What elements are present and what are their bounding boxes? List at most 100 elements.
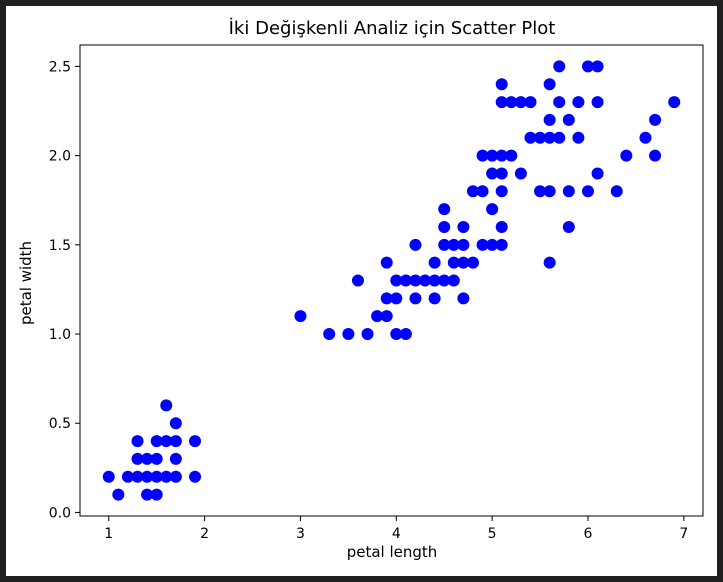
scatter-point xyxy=(160,470,173,483)
scatter-point xyxy=(591,96,604,109)
scatter-point xyxy=(495,167,508,180)
y-axis-ticks: 0.0 0.5 1.0 1.5 2.0 2.5 xyxy=(49,59,80,521)
scatter-point xyxy=(514,167,527,180)
scatter-point xyxy=(495,149,508,162)
scatter-point xyxy=(591,167,604,180)
scatter-point xyxy=(294,310,307,323)
scatter-point xyxy=(534,131,547,144)
scatter-point xyxy=(581,60,594,73)
scatter-point xyxy=(428,292,441,305)
scatter-point xyxy=(505,149,518,162)
scatter-point xyxy=(543,78,556,91)
x-tick-label: 6 xyxy=(584,526,593,542)
scatter-point xyxy=(514,96,527,109)
scatter-point xyxy=(160,435,173,448)
y-tick-label: 1.5 xyxy=(49,238,71,254)
scatter-point xyxy=(562,185,575,198)
scatter-point xyxy=(495,220,508,233)
scatter-point xyxy=(534,185,547,198)
scatter-point xyxy=(495,238,508,251)
scatter-point xyxy=(486,238,499,251)
scatter-point xyxy=(649,149,662,162)
scatter-point xyxy=(112,488,125,501)
plot-area-frame xyxy=(79,44,704,517)
scatter-point xyxy=(572,131,585,144)
x-tick-label: 7 xyxy=(679,526,688,542)
scatter-point xyxy=(457,256,470,269)
scatter-point xyxy=(543,131,556,144)
scatter-point xyxy=(495,78,508,91)
scatter-point xyxy=(476,238,489,251)
scatter-point xyxy=(409,274,422,287)
figure-canvas: İki Değişkenli Analiz için Scatter Plot … xyxy=(6,6,717,576)
x-tick-label: 5 xyxy=(488,526,497,542)
scatter-point xyxy=(189,470,202,483)
scatter-point xyxy=(390,292,403,305)
scatter-point xyxy=(553,60,566,73)
x-axis-label: petal length xyxy=(347,543,438,561)
scatter-point xyxy=(131,452,144,465)
scatter-point xyxy=(419,274,432,287)
scatter-point xyxy=(380,256,393,269)
y-tick-label: 2.5 xyxy=(49,59,71,75)
scatter-point xyxy=(169,435,182,448)
x-axis-ticks: 1 2 3 4 5 6 7 xyxy=(104,516,688,542)
scatter-point xyxy=(457,238,470,251)
scatter-point xyxy=(610,185,623,198)
scatter-point xyxy=(476,185,489,198)
scatter-point xyxy=(169,417,182,430)
scatter-point xyxy=(466,256,479,269)
scatter-point xyxy=(572,96,585,109)
scatter-point xyxy=(486,203,499,216)
scatter-point xyxy=(524,96,537,109)
x-tick-label: 1 xyxy=(104,526,113,542)
scatter-point xyxy=(323,328,336,341)
scatter-point xyxy=(160,399,173,412)
scatter-point xyxy=(438,203,451,216)
scatter-point xyxy=(543,256,556,269)
scatter-point xyxy=(620,149,633,162)
scatter-point xyxy=(150,470,163,483)
scatter-point xyxy=(447,274,460,287)
scatter-point xyxy=(141,452,154,465)
scatter-point xyxy=(466,185,479,198)
scatter-point xyxy=(447,256,460,269)
y-axis-label: petal width xyxy=(17,241,35,325)
x-tick-label: 4 xyxy=(392,526,401,542)
scatter-point xyxy=(390,274,403,287)
scatter-point xyxy=(591,60,604,73)
y-tick-label: 0.0 xyxy=(49,505,71,521)
scatter-point xyxy=(102,470,115,483)
scatter-point xyxy=(476,149,489,162)
scatter-point xyxy=(371,310,384,323)
scatter-point xyxy=(131,435,144,448)
scatter-point xyxy=(668,96,681,109)
scatter-point xyxy=(639,131,652,144)
scatter-point xyxy=(562,220,575,233)
scatter-point xyxy=(189,435,202,448)
scatter-point xyxy=(409,238,422,251)
scatter-point xyxy=(486,149,499,162)
scatter-point xyxy=(342,328,355,341)
scatter-point xyxy=(649,113,662,126)
scatter-point xyxy=(169,452,182,465)
scatter-point xyxy=(169,470,182,483)
scatter-point xyxy=(486,167,499,180)
scatter-point xyxy=(150,435,163,448)
scatter-point xyxy=(438,220,451,233)
chart-title: İki Değişkenli Analiz için Scatter Plot xyxy=(229,18,556,39)
scatter-point xyxy=(399,274,412,287)
scatter-point xyxy=(121,470,134,483)
scatter-points xyxy=(102,60,681,501)
scatter-point xyxy=(553,131,566,144)
scatter-point xyxy=(150,452,163,465)
scatter-point xyxy=(380,292,393,305)
scatter-point xyxy=(505,96,518,109)
x-tick-label: 2 xyxy=(200,526,209,542)
scatter-point xyxy=(543,113,556,126)
y-tick-label: 1.0 xyxy=(49,327,71,343)
scatter-point xyxy=(131,470,144,483)
scatter-chart: İki Değişkenli Analiz için Scatter Plot … xyxy=(17,18,704,561)
scatter-point xyxy=(361,328,374,341)
scatter-point xyxy=(351,274,364,287)
